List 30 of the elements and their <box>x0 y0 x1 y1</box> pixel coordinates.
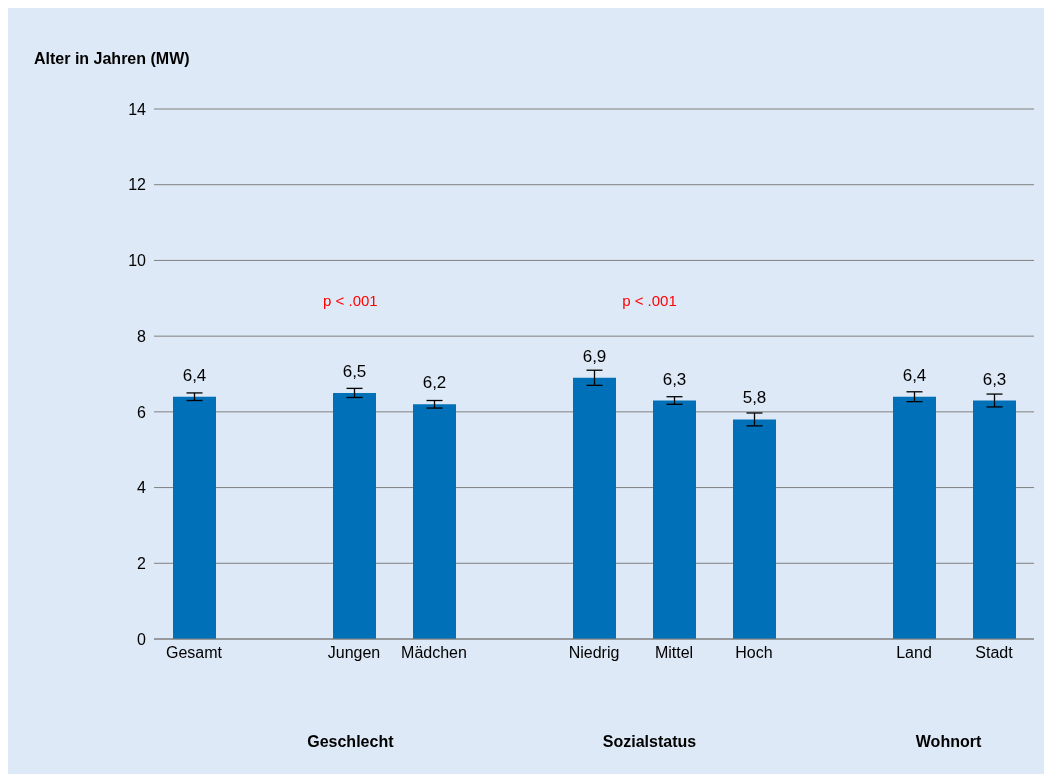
data-label: 6,5 <box>342 361 367 381</box>
y-tick-label: 12 <box>128 176 147 194</box>
text: Wohnort <box>915 733 982 751</box>
x-tick-label: Jungen <box>327 644 381 662</box>
x-tick-label: Niedrig <box>568 644 620 662</box>
text: Geschlecht <box>307 733 394 751</box>
y-tick-label: 2 <box>137 554 147 572</box>
data-label: 6,9 <box>582 346 607 366</box>
y-axis-title: Alter in Jahren (MW) <box>34 50 190 68</box>
data-label: 6,3 <box>982 369 1007 389</box>
x-tick-label: Hoch <box>735 644 773 662</box>
annotation: p < .001 <box>622 291 677 309</box>
y-tick-label: 10 <box>128 252 147 270</box>
x-tick-label: Mädchen <box>401 644 467 662</box>
y-tick-label: 14 <box>128 100 147 118</box>
y-tick-label: 8 <box>137 327 147 345</box>
x-tick-label: Mittel <box>654 644 694 662</box>
data-label: 6,3 <box>662 369 687 389</box>
x-tick-label: Stadt <box>975 644 1014 662</box>
y-tick-label: 0 <box>137 630 147 648</box>
data-label: 6,4 <box>182 365 207 385</box>
data-label: 6,2 <box>422 373 447 393</box>
y-tick-label: 6 <box>137 403 147 421</box>
y-tick-label: 4 <box>137 479 147 497</box>
data-label: 6,4 <box>902 365 927 385</box>
annotation: p < .001 <box>323 291 378 309</box>
x-tick-label: Gesamt <box>165 644 223 662</box>
x-tick-label: Land <box>896 644 932 662</box>
text: Sozialstatus <box>602 733 697 751</box>
data-label: 5,8 <box>742 388 767 408</box>
